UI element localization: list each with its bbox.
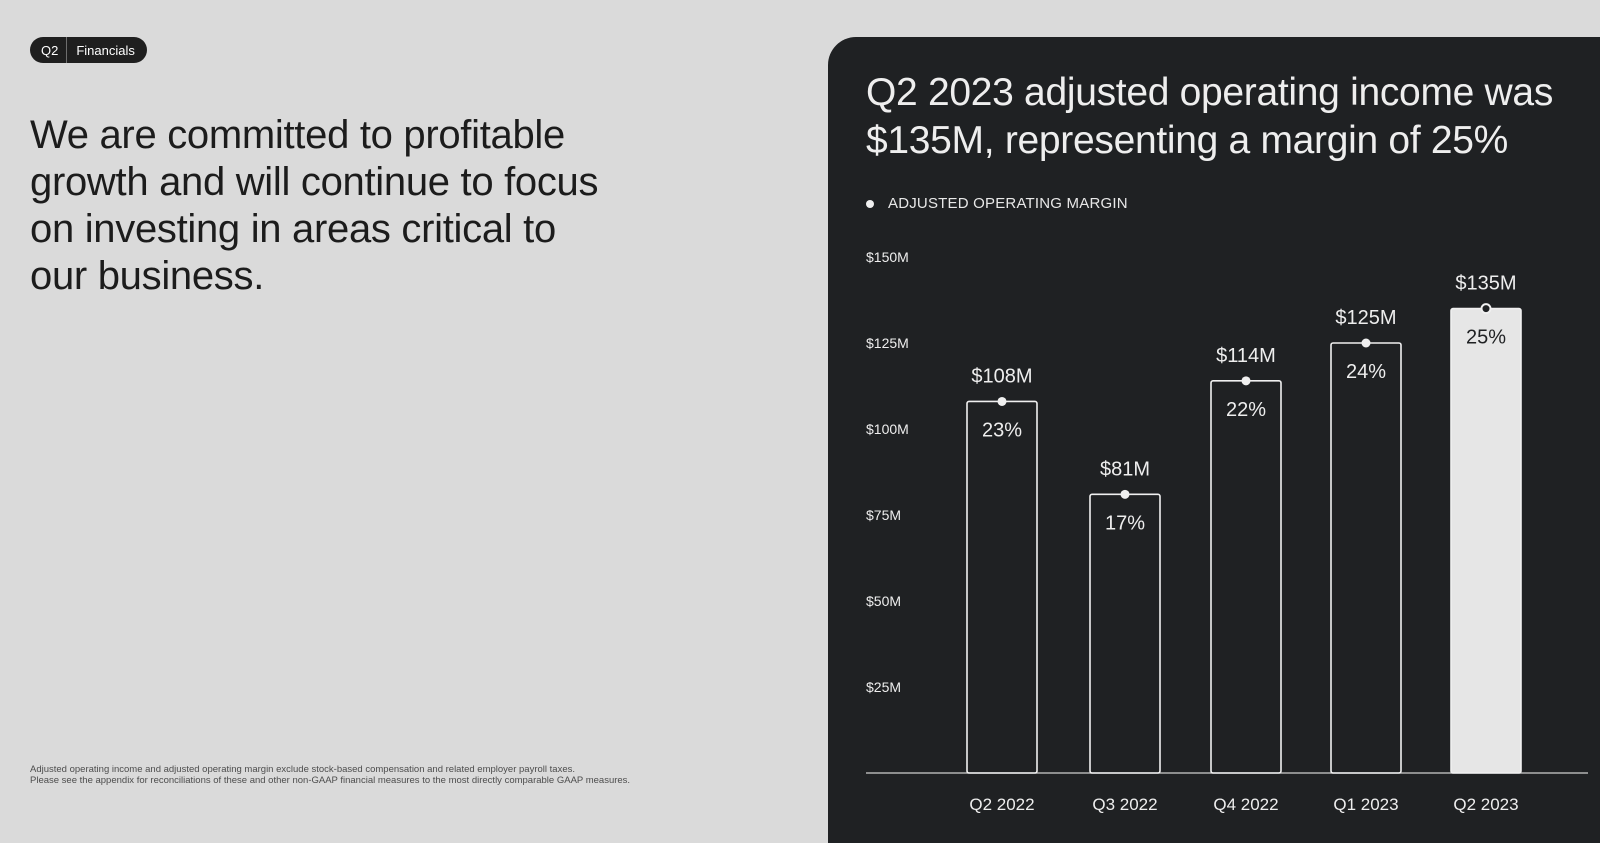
y-tick-label: $50M (866, 593, 901, 609)
bar-marker (1361, 338, 1371, 348)
bar (966, 400, 1038, 774)
x-tick-label: Q2 2022 (969, 795, 1034, 814)
bar-marker (1241, 376, 1251, 386)
legend-dot-icon (866, 199, 874, 208)
x-tick-label: Q2 2023 (1453, 795, 1518, 814)
margin-label: 22% (1226, 399, 1266, 421)
footnote-line-2: Please see the appendix for reconciliati… (30, 775, 631, 786)
section-name: Financials (76, 42, 135, 58)
footnote: Adjusted operating income and adjusted o… (30, 764, 730, 786)
legend-label: ADJUSTED OPERATING MARGIN (888, 195, 1128, 212)
margin-label: 24% (1346, 361, 1386, 383)
bar-chart: $25M $50M $75M $100M $125M $150M $108M 23% Q2 20… (866, 249, 1588, 814)
x-tick-label: Q1 2023 (1333, 795, 1398, 814)
data-label: $125M (1335, 307, 1396, 329)
y-tick-label: $75M (866, 507, 901, 523)
bar-marker (1120, 489, 1130, 499)
margin-label: 23% (982, 419, 1022, 441)
bar-marker (997, 396, 1007, 406)
bar (1450, 307, 1522, 774)
chart-legend: ADJUSTED OPERATING MARGIN (866, 195, 1128, 212)
section-number: Q2 (30, 37, 68, 63)
margin-label: 25% (1466, 327, 1506, 349)
y-tick-label: $150M (866, 249, 909, 265)
section-tag: Q2 Financials (30, 37, 147, 63)
footnote-line-1: Adjusted operating income and adjusted o… (30, 764, 575, 775)
chart-panel: Q2 2023 adjusted operating income was $1… (828, 37, 1600, 843)
y-tick-label: $25M (866, 679, 901, 695)
x-tick-label: Q3 2022 (1092, 795, 1157, 814)
chart-title: Q2 2023 adjusted operating income was $1… (866, 71, 1554, 162)
data-label: $108M (971, 365, 1032, 387)
data-label: $135M (1455, 273, 1516, 295)
margin-label: 17% (1105, 512, 1145, 534)
bar (1210, 380, 1282, 774)
y-tick-label: $100M (866, 421, 909, 437)
headline: We are committed to profitable growth an… (30, 113, 599, 298)
y-tick-label: $125M (866, 335, 909, 351)
bar-marker (1480, 303, 1492, 315)
bar (1089, 493, 1161, 774)
x-tick-label: Q4 2022 (1213, 795, 1278, 814)
data-label: $81M (1100, 458, 1150, 480)
bar (1330, 342, 1402, 774)
data-label: $114M (1216, 345, 1276, 367)
